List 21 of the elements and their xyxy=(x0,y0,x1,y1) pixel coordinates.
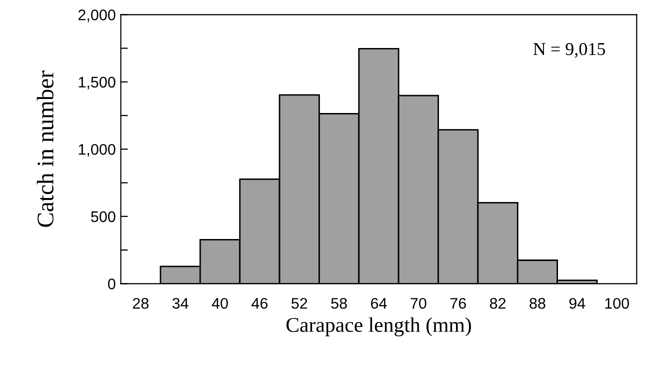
x-tick-label: 76 xyxy=(450,298,466,309)
x-tick-label: 94 xyxy=(569,298,586,309)
x-tick-label: 52 xyxy=(291,298,308,309)
x-tick-label: 100 xyxy=(605,298,629,309)
x-tick-label: 58 xyxy=(331,298,347,309)
x-axis-title: Carapace length (mm) xyxy=(286,317,471,336)
x-tick-label: 34 xyxy=(172,298,188,309)
y-tick-label: 0 xyxy=(108,278,116,290)
x-tick-label: 70 xyxy=(410,298,426,309)
x-tick-label: 28 xyxy=(132,298,148,309)
y-axis-title: Catch in number xyxy=(36,70,54,227)
x-tick-label: 46 xyxy=(252,298,268,309)
x-tick-label: 82 xyxy=(490,298,506,309)
x-tick-label: 88 xyxy=(530,298,546,309)
y-tick-label: 2,000 xyxy=(78,10,116,22)
annotation: N = 9,015 xyxy=(533,42,606,58)
x-tick-label: 64 xyxy=(371,298,387,309)
y-tick-label: 1,500 xyxy=(78,76,116,90)
x-tick-label: 40 xyxy=(212,298,228,309)
y-tick-label: 1,000 xyxy=(78,144,116,157)
y-tick-label: 500 xyxy=(91,211,116,222)
